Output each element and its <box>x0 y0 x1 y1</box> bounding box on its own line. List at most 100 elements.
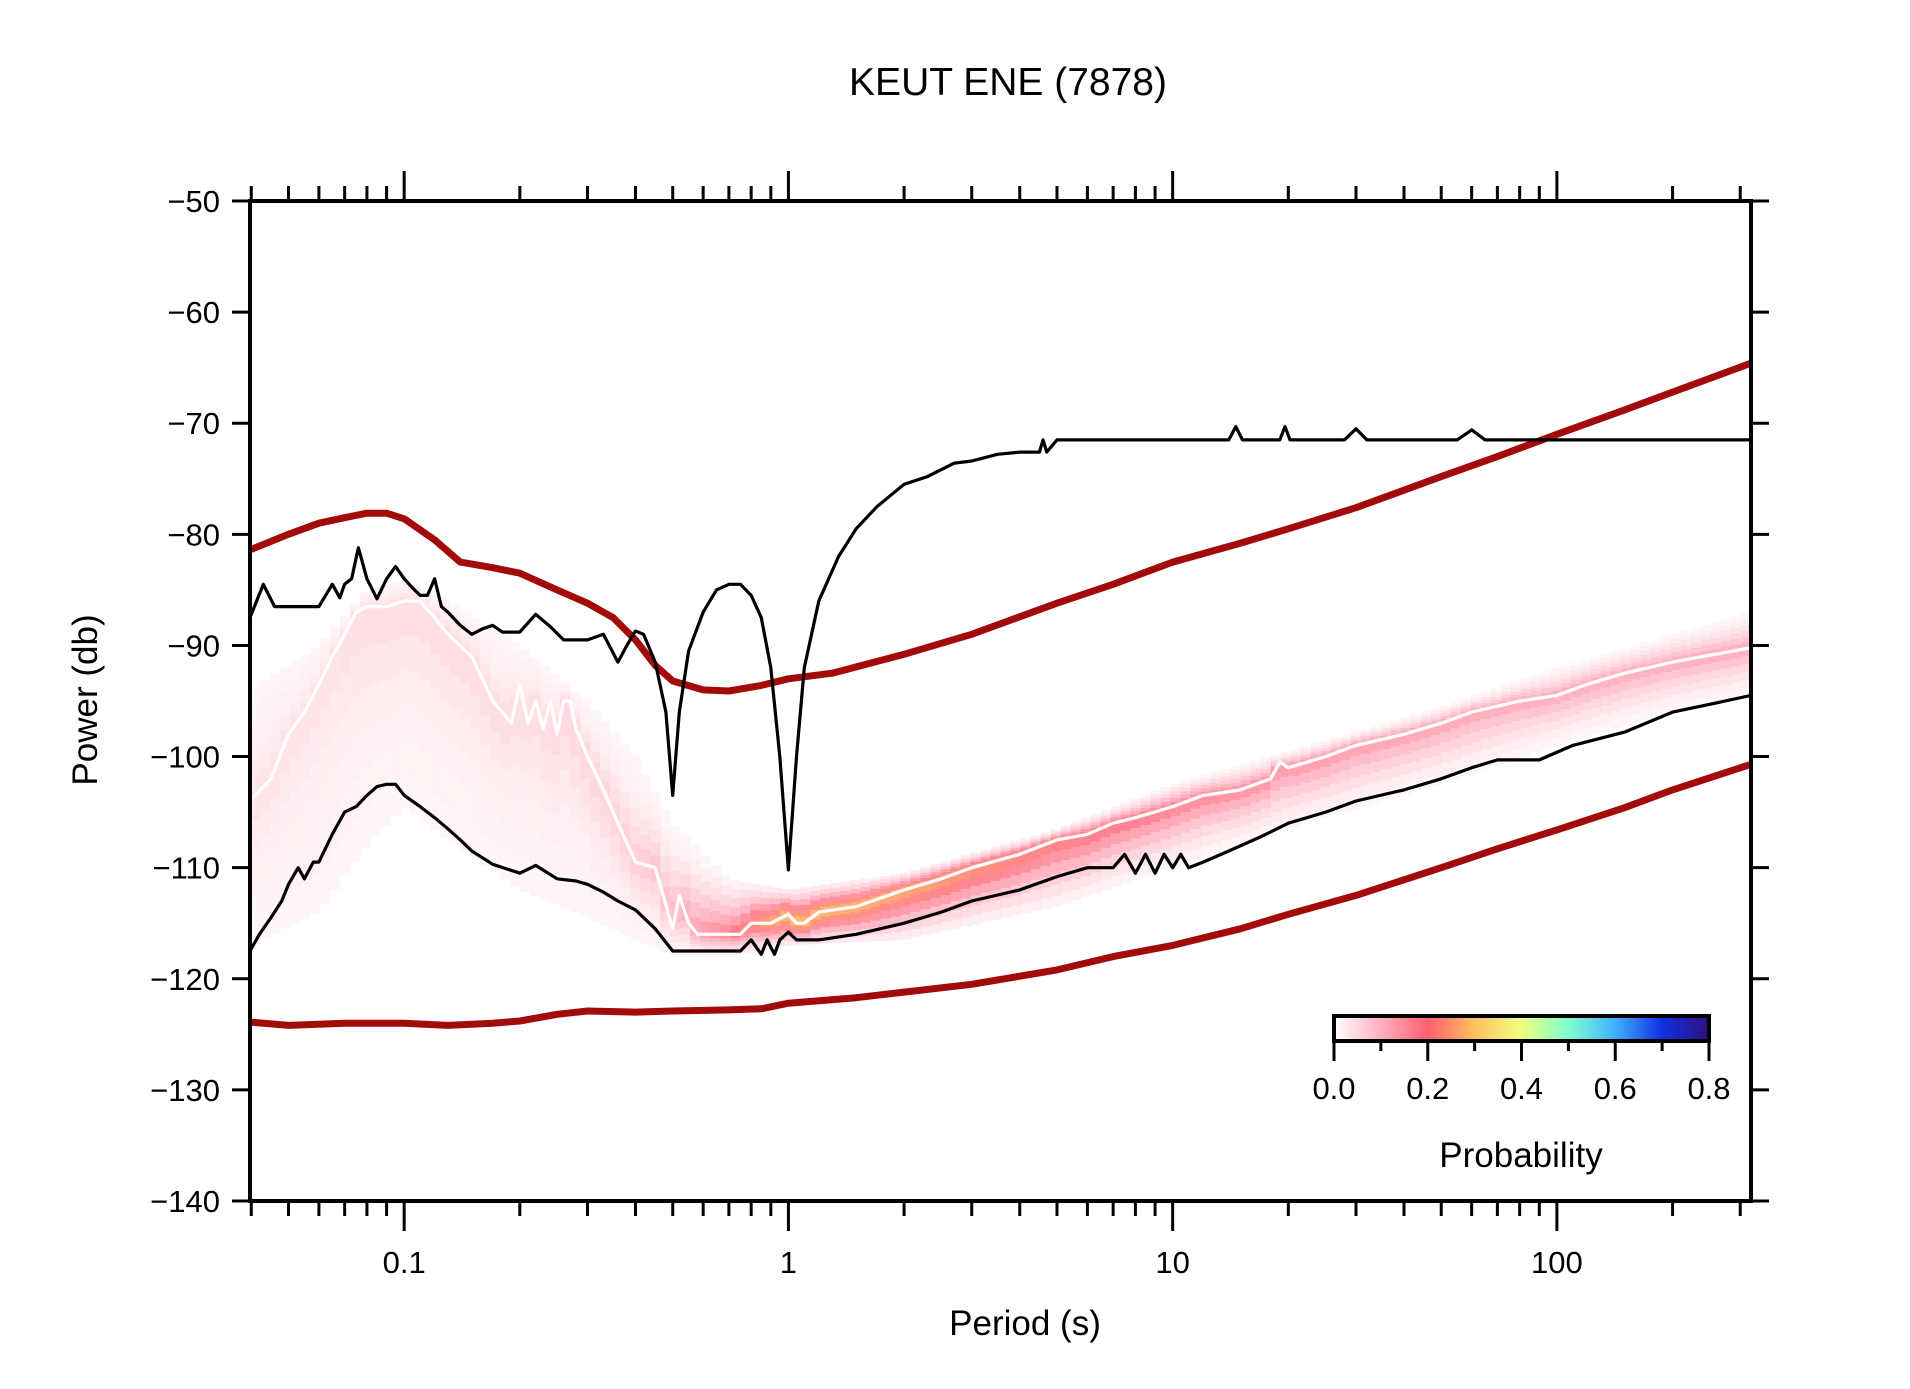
pdf-cell <box>1240 783 1252 798</box>
pdf-cell <box>1140 811 1152 825</box>
pdf-cell <box>390 600 401 640</box>
pdf-cell <box>1110 819 1122 834</box>
pdf-cell <box>690 917 701 936</box>
pdf-cell <box>1130 814 1142 828</box>
axis-ticks: −50 −60 −70 −80 −90 −100 −110 −120 −130 −140 0.1 1 1… <box>150 171 1769 1280</box>
series-nlnm-line <box>250 760 1751 1029</box>
pdf-cell <box>730 925 741 938</box>
pdf-cell <box>1600 674 1612 688</box>
y-tick-label: −120 <box>150 962 220 997</box>
pdf-cell <box>600 782 611 817</box>
colorbar-tick-label: 0.6 <box>1594 1071 1637 1106</box>
pdf-cell <box>1570 684 1582 698</box>
pdf-cell <box>1410 728 1422 741</box>
pdf-cell <box>1100 823 1112 838</box>
pdf-cell <box>1260 776 1272 790</box>
pdf-cell <box>1560 687 1572 701</box>
pdf-cell <box>450 635 461 675</box>
pdf-cell <box>510 695 521 736</box>
pdf-cell <box>890 889 901 901</box>
pdf-cell <box>960 867 972 880</box>
series-maximum-line <box>250 425 1751 872</box>
pdf-cell <box>360 604 371 648</box>
pdf-cell <box>550 716 561 755</box>
pdf-cell <box>300 701 311 746</box>
pdf-density-layer <box>250 579 1751 957</box>
y-tick-label: −110 <box>152 851 220 886</box>
pdf-cell <box>290 714 301 759</box>
pdf-cell <box>1200 791 1212 806</box>
colorbar-ticks: 0.0 0.2 0.4 0.6 0.8 <box>1312 1041 1731 1106</box>
pdf-cell <box>1000 855 1012 869</box>
colorbar-tick-label: 0.0 <box>1312 1071 1355 1106</box>
pdf-cell <box>1180 798 1192 813</box>
pdf-cell <box>1170 801 1182 816</box>
y-tick-label: −100 <box>150 740 220 775</box>
pdf-cell <box>1460 711 1472 725</box>
pdf-cell <box>540 711 551 751</box>
pdf-cell <box>1210 790 1222 804</box>
pdf-cell <box>1610 671 1622 685</box>
pdf-cell <box>1080 831 1092 846</box>
y-tick-label: −80 <box>167 517 220 552</box>
pdf-cell <box>1330 750 1342 764</box>
pdf-cell <box>460 643 471 684</box>
pdf-cell <box>410 598 421 637</box>
pdf-cell <box>1040 842 1052 856</box>
pdf-cell <box>1530 694 1542 708</box>
pdf-cell <box>710 922 721 938</box>
pdf-cell <box>950 871 962 883</box>
pdf-cell <box>1400 731 1412 744</box>
pdf-cell <box>1681 654 1692 668</box>
colorbar: 0.0 0.2 0.4 0.6 0.8 Probability <box>1312 1014 1731 1175</box>
pdf-cell <box>880 893 891 904</box>
pdf-cell <box>1150 808 1162 822</box>
y-tick-label: −140 <box>150 1184 220 1219</box>
pdf-cell <box>1280 763 1292 777</box>
pdf-cell <box>1010 853 1022 866</box>
pdf-cell <box>400 597 411 636</box>
y-tick-label: −130 <box>150 1073 220 1108</box>
pdf-cell <box>940 874 952 887</box>
pdf-cell <box>1650 661 1662 675</box>
pdf-cell <box>1070 834 1082 848</box>
pdf-cell <box>1360 740 1372 754</box>
pdf-cell <box>580 742 591 779</box>
pdf-cell <box>1090 828 1102 842</box>
pdf-cell <box>1420 725 1432 738</box>
pdf-cell <box>420 603 431 643</box>
pdf-cell <box>720 924 731 939</box>
pdf-cell <box>1520 696 1532 710</box>
pdf-cell <box>1030 846 1042 859</box>
pdf-cell <box>1470 708 1482 722</box>
x-tick-label: 0.1 <box>383 1245 426 1280</box>
pdf-cell <box>1350 743 1362 757</box>
pdf-cell <box>1450 715 1462 729</box>
pdf-cell <box>1540 692 1552 706</box>
pdf-cell <box>1340 746 1352 760</box>
pdf-cell <box>330 647 341 692</box>
pdf-cell <box>570 719 581 757</box>
pdf-cell <box>1380 735 1392 749</box>
plot-frame <box>248 199 1753 1203</box>
y-tick-label: −60 <box>167 295 220 330</box>
pdf-cell <box>900 886 911 898</box>
pdf-cell <box>250 777 261 821</box>
pdf-cell <box>1630 666 1642 680</box>
pdf-cell <box>530 695 541 735</box>
pdf-cell <box>350 612 361 656</box>
pdf-cell <box>1250 780 1262 794</box>
pdf-cell <box>1370 738 1382 752</box>
pdf-cell <box>280 730 291 774</box>
pdf-cell <box>1440 718 1452 732</box>
pdf-cell <box>430 614 441 654</box>
pdf-cell <box>910 883 921 895</box>
pdf-cell <box>370 603 381 645</box>
pdf-cell <box>1190 794 1202 809</box>
pdf-cell <box>1480 706 1492 719</box>
pdf-cell <box>980 861 992 874</box>
pdf-cell <box>700 921 711 939</box>
pdf-cell <box>1160 805 1172 819</box>
pdf-cell <box>1270 767 1282 781</box>
pdf-cell <box>1060 836 1072 850</box>
